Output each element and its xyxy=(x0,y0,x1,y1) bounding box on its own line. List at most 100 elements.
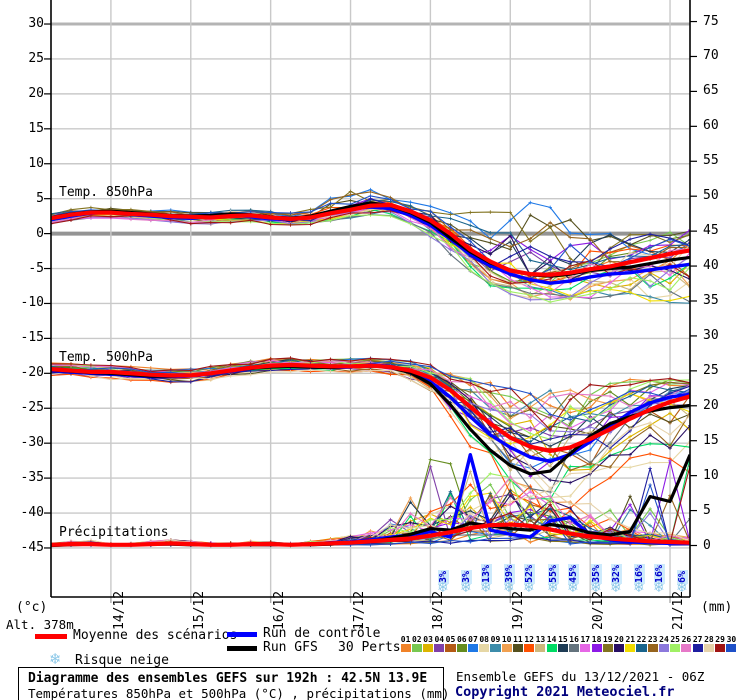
x-date-label-21/12: 21/12 xyxy=(671,590,686,630)
member-line-t850-10 xyxy=(51,207,690,300)
y-tick-label-left--15: -15 xyxy=(20,330,44,345)
member-number-22: 22 xyxy=(636,635,647,644)
y-tick-label-right-15: 15 xyxy=(703,433,719,448)
member-swatch-26 xyxy=(681,644,692,652)
member-number-28: 28 xyxy=(704,635,714,644)
y-tick-label-right-40: 40 xyxy=(703,258,719,273)
member-swatch-23 xyxy=(647,644,658,652)
legend-mean-label: Moyenne des scénarios xyxy=(73,628,238,643)
member-swatch-21 xyxy=(625,644,636,652)
panel-label-precip: Précipitations xyxy=(59,525,169,540)
member-swatch-06 xyxy=(456,644,467,652)
member-swatch-11 xyxy=(512,644,523,652)
member-swatch-01 xyxy=(400,644,411,652)
snowflake-icon-4: ❄ xyxy=(523,580,535,596)
y-tick-label-right-55: 55 xyxy=(703,153,719,168)
curves-layer xyxy=(51,187,690,548)
member-line-t850-09 xyxy=(51,209,690,304)
mean-line-precip xyxy=(51,522,690,547)
member-line-t850-16 xyxy=(51,214,690,303)
snowflake-icon-9: ❄ xyxy=(633,580,645,596)
y-tick-label-left-5: 5 xyxy=(36,191,44,206)
member-line-t500-16 xyxy=(51,361,690,493)
member-swatch-19 xyxy=(602,644,613,652)
y-tick-label-right-45: 45 xyxy=(703,223,719,238)
member-number-21: 21 xyxy=(625,635,636,644)
y-tick-label-right-75: 75 xyxy=(703,14,719,29)
member-number-15: 15 xyxy=(558,635,568,644)
y-tick-label-right-50: 50 xyxy=(703,188,719,203)
mean-line-t850 xyxy=(51,202,690,277)
snowflake-icon-0: ❄ xyxy=(437,580,449,596)
member-number-10: 10 xyxy=(501,635,512,644)
x-date-label-16/12: 16/12 xyxy=(272,590,287,630)
y-tick-label-left--35: -35 xyxy=(20,470,44,485)
member-line-t850-24 xyxy=(51,211,690,301)
x-date-label-17/12: 17/12 xyxy=(352,590,367,630)
chart-subtitle: Températures 850hPa et 500hPa (°C) , pré… xyxy=(28,686,450,700)
y-tick-label-left--5: -5 xyxy=(28,261,44,276)
legend-gfs-label: Run GFS xyxy=(263,640,318,655)
snowflake-icon-6: ❄ xyxy=(567,580,579,596)
y-tick-label-right-20: 20 xyxy=(703,398,719,413)
member-number-02: 02 xyxy=(411,635,422,644)
run-info: Ensemble GEFS du 13/12/2021 - 06Z xyxy=(456,669,705,684)
member-swatch-04 xyxy=(434,644,445,652)
member-swatch-25 xyxy=(670,644,681,652)
member-swatch-15 xyxy=(557,644,568,652)
member-line-t850-25-markers xyxy=(51,210,690,304)
snowflake-icon-10: ❄ xyxy=(653,580,665,596)
snowflake-icon-8: ❄ xyxy=(610,580,622,596)
member-swatch-28 xyxy=(703,644,714,652)
member-number-29: 29 xyxy=(715,635,725,644)
gfs-line-swatch xyxy=(227,646,257,651)
member-number-23: 23 xyxy=(647,635,658,644)
y-tick-label-left-20: 20 xyxy=(28,86,44,101)
member-number-26: 26 xyxy=(681,635,692,644)
panel-label-t850: Temp. 850hPa xyxy=(59,185,153,200)
member-number-30: 30 xyxy=(726,635,737,644)
member-swatch-02 xyxy=(411,644,422,652)
y-tick-label-right-5: 5 xyxy=(703,503,711,518)
member-number-08: 08 xyxy=(479,635,489,644)
panel-label-t500: Temp. 500hPa xyxy=(59,350,153,365)
legend-perts-label: 30 Perts. xyxy=(338,640,409,655)
member-number-17: 17 xyxy=(580,635,591,644)
member-swatch-22 xyxy=(636,644,647,652)
member-swatch-05 xyxy=(445,644,456,652)
member-number-18: 18 xyxy=(591,635,602,644)
y-tick-label-left--10: -10 xyxy=(20,295,44,310)
member-swatch-10 xyxy=(501,644,512,652)
chart-title: Diagramme des ensembles GEFS sur 192h : … xyxy=(28,671,428,686)
member-swatch-08 xyxy=(479,644,490,652)
member-swatch-24 xyxy=(658,644,670,652)
member-swatch-13 xyxy=(535,644,546,652)
x-date-label-20/12: 20/12 xyxy=(591,590,606,630)
member-number-19: 19 xyxy=(602,635,613,644)
y-tick-label-right-60: 60 xyxy=(703,118,719,133)
snowflake-icon-1: ❄ xyxy=(460,580,472,596)
y-tick-label-left--25: -25 xyxy=(20,400,44,415)
member-swatch-27 xyxy=(692,644,703,652)
member-number-04: 04 xyxy=(434,635,445,644)
altitude-label: Alt. 378m xyxy=(6,617,74,632)
member-number-25: 25 xyxy=(670,635,680,644)
member-number-06: 06 xyxy=(456,635,467,644)
member-line-t500-29-markers xyxy=(51,356,690,432)
member-swatch-29 xyxy=(715,644,726,652)
member-swatch-20 xyxy=(613,644,625,652)
member-swatch-03 xyxy=(423,644,434,652)
member-swatch-14 xyxy=(546,644,557,652)
member-number-12: 12 xyxy=(524,635,534,644)
y-tick-label-left--40: -40 xyxy=(20,505,44,520)
snowflake-icon-2: ❄ xyxy=(480,580,492,596)
mean-line-t500 xyxy=(51,362,690,453)
copyright: Copyright 2021 Meteociel.fr xyxy=(455,684,675,700)
snowflake-icon-7: ❄ xyxy=(590,580,602,596)
control-line-swatch xyxy=(227,632,257,637)
y-tick-label-right-30: 30 xyxy=(703,328,719,343)
member-number-07: 07 xyxy=(468,635,478,644)
member-number-01: 01 xyxy=(400,635,411,644)
